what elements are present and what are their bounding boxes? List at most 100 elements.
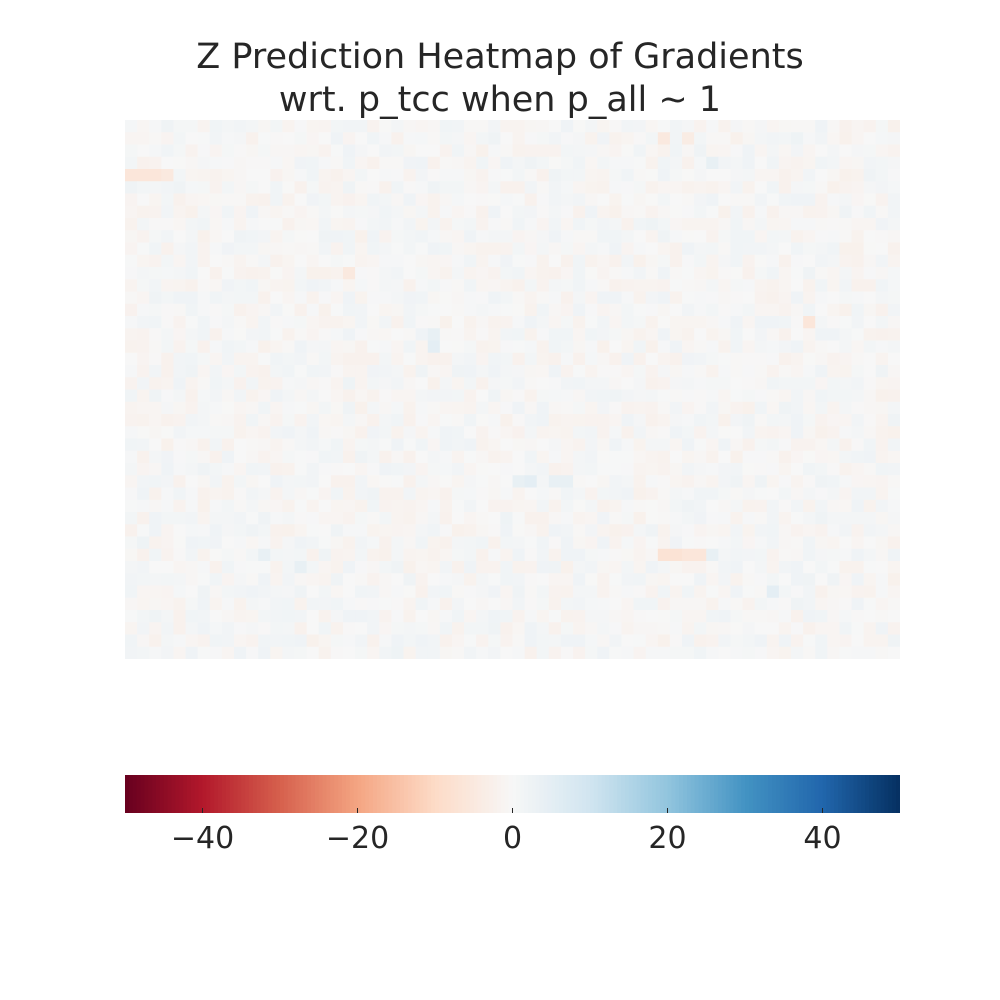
heatmap-cell <box>754 548 768 562</box>
heatmap-cell <box>548 193 562 207</box>
heatmap-cell <box>609 536 623 550</box>
heatmap-cell <box>209 487 223 501</box>
colorbar-segment <box>566 775 572 813</box>
colorbar-segment <box>624 775 630 813</box>
heatmap-cell <box>754 438 768 452</box>
heatmap-cell <box>645 193 659 207</box>
heatmap-cell <box>415 193 429 207</box>
heatmap-cell <box>815 463 828 476</box>
heatmap-cell <box>355 352 368 366</box>
heatmap-cell <box>839 414 853 427</box>
heatmap-cell <box>512 181 526 195</box>
heatmap-cell <box>258 132 271 146</box>
heatmap-cell <box>609 548 623 562</box>
heatmap-cell <box>524 622 538 636</box>
heatmap-cell <box>573 242 586 256</box>
colorbar-segment <box>307 775 312 813</box>
heatmap-cell <box>657 646 671 659</box>
heatmap-cell <box>766 365 780 378</box>
heatmap-cell <box>221 254 235 268</box>
heatmap-cell <box>137 573 150 587</box>
heatmap-cell <box>476 230 489 244</box>
heatmap-cell <box>282 291 296 305</box>
heatmap-cell <box>355 548 368 562</box>
heatmap-cell <box>851 254 865 268</box>
heatmap-cell <box>766 622 780 636</box>
heatmap-cell <box>197 597 211 611</box>
heatmap-cell <box>427 634 441 648</box>
heatmap-cell <box>815 156 828 170</box>
heatmap-cell <box>730 181 744 195</box>
heatmap-cell <box>125 352 138 366</box>
heatmap-cell <box>137 463 150 476</box>
heatmap-cell <box>342 499 356 513</box>
heatmap-cell <box>185 316 199 329</box>
colorbar-segment <box>260 775 266 813</box>
heatmap-cell <box>621 524 635 538</box>
heatmap-cell <box>161 634 175 648</box>
heatmap-cell <box>548 156 562 170</box>
heatmap-cell <box>464 561 477 574</box>
heatmap-cell <box>887 156 900 170</box>
heatmap-cell <box>839 230 853 244</box>
heatmap-cell <box>258 524 271 538</box>
heatmap-cell <box>427 463 441 476</box>
heatmap-cell <box>209 279 223 293</box>
heatmap-cell <box>573 303 586 317</box>
heatmap-cell <box>609 193 623 207</box>
heatmap-cell <box>778 156 792 170</box>
heatmap-cell <box>125 634 138 648</box>
heatmap-cell <box>573 254 586 268</box>
heatmap-cell <box>476 181 489 195</box>
colorbar-segment <box>535 775 541 813</box>
heatmap-cell <box>718 328 732 342</box>
colorbar-segment <box>838 775 843 813</box>
heatmap-cell <box>778 536 792 550</box>
colorbar <box>125 775 900 813</box>
heatmap-cell <box>524 303 538 317</box>
heatmap-cell <box>803 524 816 538</box>
heatmap-cell <box>730 169 744 182</box>
heatmap-cell <box>803 120 816 133</box>
heatmap-cell <box>560 340 574 354</box>
heatmap-cell <box>827 242 841 256</box>
heatmap-cell <box>657 120 671 133</box>
heatmap-cell <box>887 512 900 525</box>
heatmap-cell <box>161 132 175 146</box>
heatmap-cell <box>415 561 429 574</box>
heatmap-cell <box>694 512 707 525</box>
heatmap-cell <box>887 463 900 476</box>
heatmap-cell <box>803 622 816 636</box>
heatmap-cell <box>476 267 489 280</box>
heatmap-cell <box>367 340 380 354</box>
heatmap-cell <box>875 524 889 538</box>
heatmap-cell <box>391 573 405 587</box>
heatmap-cell <box>730 328 744 342</box>
heatmap-cell <box>233 499 247 513</box>
heatmap-cell <box>318 585 332 599</box>
heatmap-cell <box>282 352 296 366</box>
heatmap-cell <box>209 548 223 562</box>
heatmap-cell <box>439 438 453 452</box>
heatmap-cell <box>694 499 707 513</box>
heatmap-cell <box>258 316 271 329</box>
heatmap-cell <box>500 316 514 329</box>
heatmap-cell <box>464 120 477 133</box>
heatmap-cell <box>342 169 356 182</box>
colorbar-segment <box>396 775 401 813</box>
heatmap-cell <box>791 132 804 146</box>
heatmap-cell <box>839 450 853 464</box>
heatmap-cell <box>379 328 393 342</box>
heatmap-cell <box>464 475 477 489</box>
heatmap-cell <box>827 352 841 366</box>
heatmap-cell <box>464 646 477 659</box>
heatmap-cell <box>125 450 138 464</box>
heatmap-cell <box>149 610 162 623</box>
heatmap-cell <box>694 254 707 268</box>
heatmap-cell <box>500 475 514 489</box>
heatmap-cell <box>427 536 441 550</box>
heatmap-cell <box>185 254 199 268</box>
heatmap-cell <box>669 573 683 587</box>
colorbar-segment <box>221 775 227 813</box>
heatmap-cell <box>742 585 756 599</box>
